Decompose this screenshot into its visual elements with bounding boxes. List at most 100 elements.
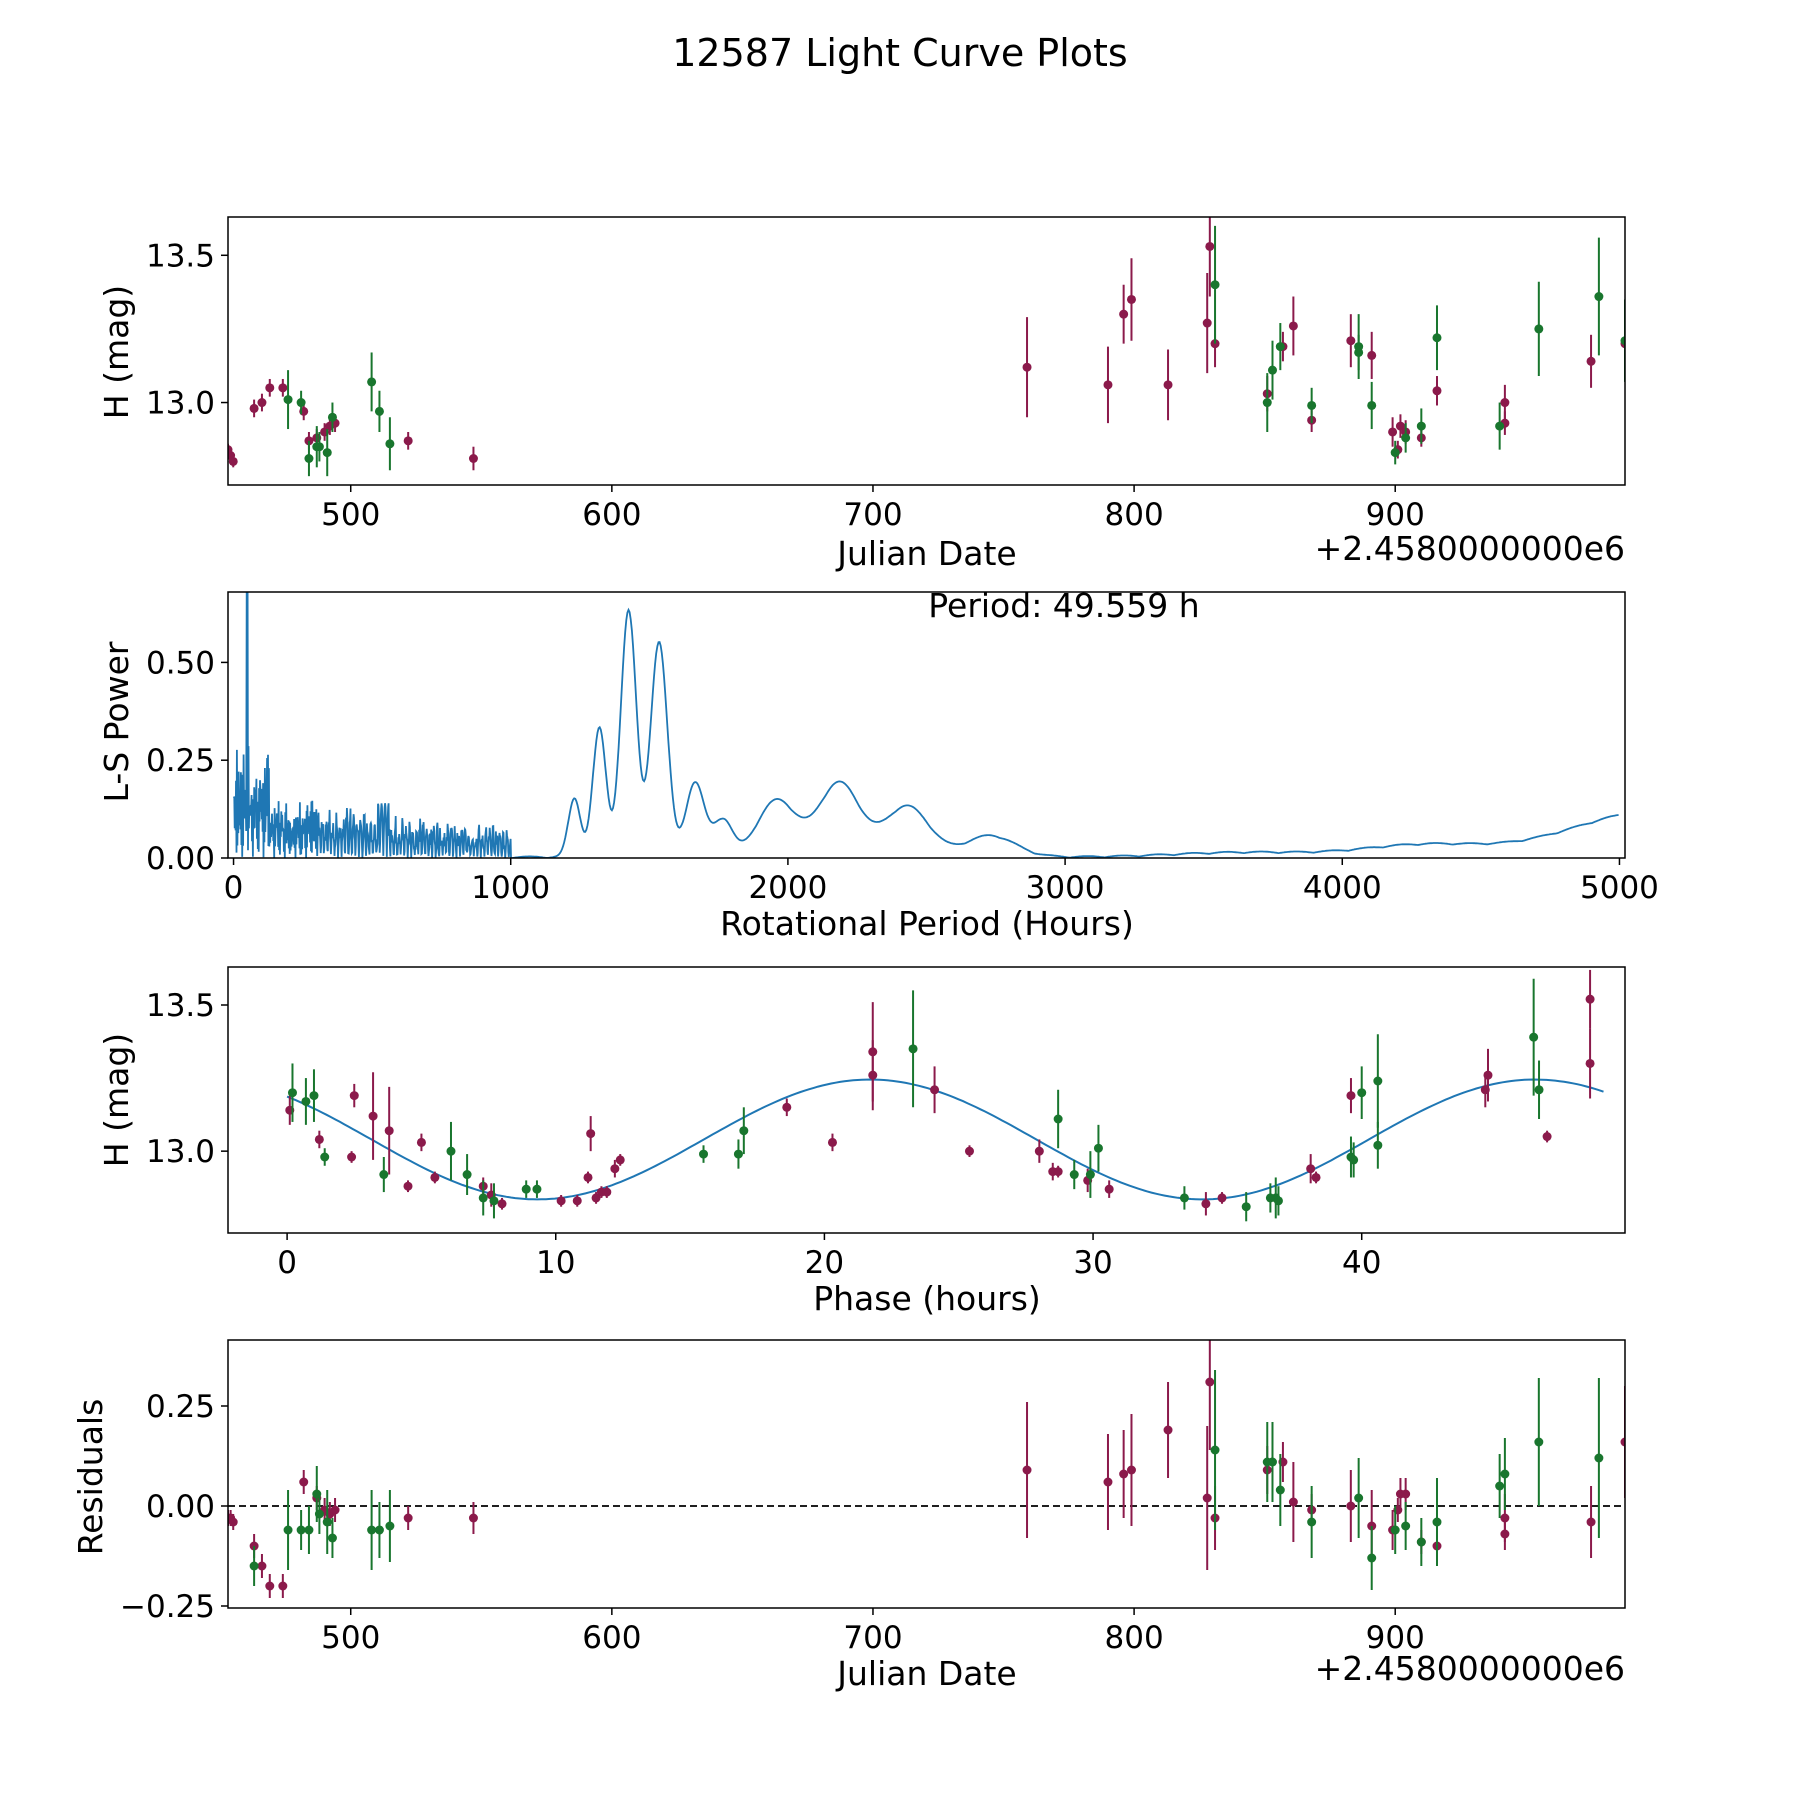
light-curve-xlabel: Julian Date [835, 534, 1017, 573]
x-tick-label: 1000 [471, 870, 550, 906]
periodogram-axes: 0 1000 2000 3000 4000 5000 0.00 0.25 0.50 [146, 645, 1659, 906]
phased-axes: 0 10 20 30 40 13.0 13.5 [146, 988, 1381, 1281]
data-point [1388, 427, 1398, 437]
data-point [739, 1126, 749, 1136]
data-point [1401, 433, 1411, 443]
data-point [1495, 421, 1505, 431]
data-point [1346, 336, 1356, 346]
data-point [462, 1170, 472, 1180]
data-point [1586, 1517, 1596, 1527]
y-tick-label: 0.25 [146, 1389, 215, 1425]
data-point [322, 448, 332, 458]
data-point [478, 1193, 488, 1203]
data-point [403, 1181, 413, 1191]
data-point [1620, 1437, 1625, 1447]
data-point [299, 1477, 309, 1487]
data-point [1586, 356, 1596, 366]
y-tick-label: 0.50 [146, 645, 215, 681]
data-point [610, 1164, 620, 1174]
data-point [1034, 1146, 1044, 1156]
data-point [1620, 336, 1625, 346]
data-point [327, 412, 337, 422]
residuals-axes: 500 600 700 800 900 −0.25 0.00 0.25 [120, 1389, 1425, 1656]
data-point [1205, 241, 1215, 251]
data-point [1354, 1493, 1364, 1503]
data-point [572, 1196, 582, 1206]
data-point [497, 1199, 507, 1209]
data-point [1495, 1481, 1505, 1491]
data-point [1210, 1445, 1220, 1455]
data-point [1119, 309, 1129, 319]
y-tick-label: 0.25 [146, 743, 215, 779]
data-point [1201, 1199, 1211, 1209]
data-point [322, 1517, 332, 1527]
data-point [283, 1525, 293, 1535]
data-point [385, 439, 395, 449]
data-point [1163, 1425, 1173, 1435]
data-point [283, 395, 293, 405]
x-tick-label: 500 [321, 497, 380, 533]
data-point [1416, 1537, 1426, 1547]
y-tick-label: 13.5 [146, 238, 215, 274]
data-point [1085, 1170, 1095, 1180]
x-tick-label: 800 [1105, 497, 1164, 533]
data-point [265, 1581, 275, 1591]
data-point [1288, 1497, 1298, 1507]
y-tick-label: 0.00 [146, 841, 215, 877]
data-point [1500, 398, 1510, 408]
data-point [591, 1193, 601, 1203]
data-point [314, 442, 324, 452]
data-point [330, 1505, 340, 1515]
data-point [1202, 1493, 1212, 1503]
data-point [1367, 350, 1377, 360]
data-point [278, 1581, 288, 1591]
data-point [1217, 1193, 1227, 1203]
data-point [1093, 1143, 1103, 1153]
data-point [1346, 1091, 1356, 1101]
light-curve-axes: 500 600 700 800 900 13.0 13.5 [146, 238, 1425, 533]
periodogram-panel: Rotational Period (Hours) L-S Power Peri… [97, 586, 1200, 943]
data-point [257, 398, 267, 408]
y-tick-label: 0.00 [146, 1489, 215, 1525]
data-point [1307, 400, 1317, 410]
data-point [468, 453, 478, 463]
data-point [367, 1525, 377, 1535]
y-tick-label: 13.5 [146, 988, 215, 1024]
data-point [930, 1085, 940, 1095]
data-point [468, 1513, 478, 1523]
data-point [403, 436, 413, 446]
data-point [615, 1155, 625, 1165]
data-point [908, 1044, 918, 1054]
data-point [586, 1129, 596, 1139]
data-point [347, 1152, 357, 1162]
data-point [521, 1184, 531, 1194]
data-point [1288, 321, 1298, 331]
data-point [374, 1525, 384, 1535]
data-point [1275, 1485, 1285, 1495]
data-point [374, 406, 384, 416]
data-point [1367, 400, 1377, 410]
data-point [1357, 1088, 1367, 1098]
light-curve-ylabel: H (mag) [97, 285, 136, 419]
residuals-frame [227, 1339, 1626, 1609]
data-point [296, 1525, 306, 1535]
data-point [228, 1517, 238, 1527]
figure-title: 12587 Light Curve Plots [672, 31, 1127, 75]
phased-panel: Phase (hours) H (mag) [97, 1033, 1041, 1318]
residuals-offset-text: +2.4580000000e6 [1315, 1649, 1625, 1688]
data-point [287, 1088, 297, 1098]
residuals-panel: Julian Date +2.4580000000e6 Residuals [71, 1399, 1625, 1693]
data-point [1126, 294, 1136, 304]
data-point [278, 383, 288, 393]
x-tick-label: 30 [1073, 1245, 1112, 1281]
data-point [1354, 342, 1364, 352]
data-point [1103, 1477, 1113, 1487]
data-point [1534, 1085, 1544, 1095]
y-tick-label: 13.0 [146, 1134, 215, 1170]
x-tick-label: 800 [1105, 1620, 1164, 1656]
periodogram-ylabel: L-S Power [97, 641, 136, 802]
data-point [1103, 380, 1113, 390]
data-point [1311, 1172, 1321, 1182]
data-point [385, 1521, 395, 1531]
